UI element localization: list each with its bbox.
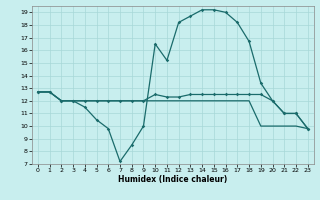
X-axis label: Humidex (Indice chaleur): Humidex (Indice chaleur) (118, 175, 228, 184)
